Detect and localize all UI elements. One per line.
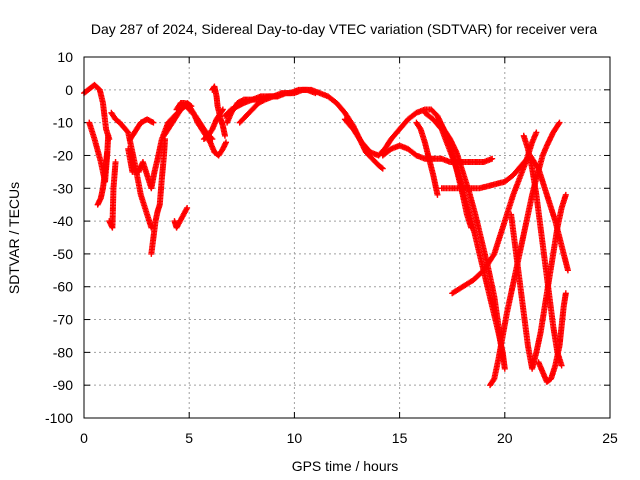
x-tick-label: 20 [497,430,513,446]
y-tick-label: -40 [53,213,73,229]
x-tick-label: 0 [80,430,88,446]
data-point [221,132,228,139]
series-arc-a [81,81,113,143]
data-point [489,155,496,162]
data-point [490,252,497,259]
y-axis-label: SDTVAR / TECUs [6,182,22,294]
series-arc-e [108,109,123,126]
data-point [312,90,319,97]
data-point [223,139,230,146]
y-tick-label: -90 [53,377,73,393]
y-tick-label: 10 [57,49,73,65]
y-tick-label: -20 [53,147,73,163]
data-point [558,362,565,369]
series-arc-f [116,119,155,231]
data-point [556,119,563,126]
data-point [555,120,562,127]
series-arc-ab [535,290,569,385]
data-point [104,149,111,156]
data-point [379,165,386,172]
series-arc-x [449,129,540,297]
y-tick-label: -80 [53,344,73,360]
series-arc-c [94,149,111,208]
y-tick-label: -50 [53,246,73,262]
data-point [533,129,540,136]
x-tick-label: 15 [392,430,408,446]
data-point [112,159,119,166]
data-point [434,191,441,198]
x-tick-label: 25 [602,430,618,446]
data-point [184,204,191,211]
data-point [501,365,508,372]
series-arc-t [413,119,441,198]
plot-frame [83,56,611,419]
data-point [562,290,569,297]
data-point [209,136,216,143]
series-arc-u [421,109,508,372]
series-arc-q [236,86,319,126]
x-tick-label: 10 [287,430,303,446]
y-tick-label: -10 [53,115,73,131]
y-tick-label: 0 [65,82,73,98]
series-arc-n [209,83,228,139]
axis-ticks: 10 0 -10 -20 -30 -40 -50 -60 -70 -80 -90 -100 0 5 10 15… [45,49,618,446]
y-tick-label: -70 [53,312,73,328]
data-point [150,119,157,126]
data-point [208,134,215,141]
series-arc-i [148,136,169,257]
series-arc-h [127,116,157,143]
chart-title: Day 287 of 2024, Sidereal Day-to-day VTE… [91,21,597,37]
data-point [562,191,569,198]
y-tick-label: -60 [53,279,73,295]
x-tick-label: 5 [185,430,193,446]
data-point [105,132,112,139]
series-arc-j [171,204,191,231]
x-axis-label: GPS time / hours [292,458,399,474]
series-arc-z [508,191,569,372]
y-tick-label: -30 [53,180,73,196]
data-point [378,164,385,171]
data-point [564,267,571,274]
data-points [81,81,571,389]
y-tick-label: -100 [45,410,73,426]
series-arc-d [106,159,119,231]
series-arc-s [379,142,496,166]
